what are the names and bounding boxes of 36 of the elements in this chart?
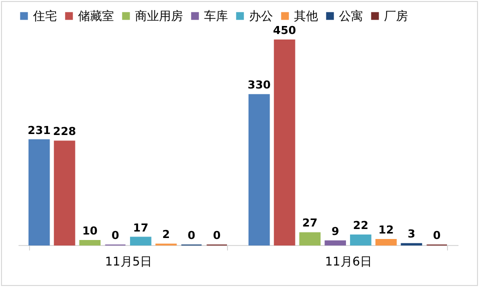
bar bbox=[28, 139, 50, 246]
data-label: 3 bbox=[408, 228, 416, 241]
data-label: 9 bbox=[331, 224, 340, 238]
legend-label: 住宅 bbox=[32, 9, 57, 23]
data-label: 231 bbox=[28, 124, 51, 137]
legend-label: 厂房 bbox=[384, 9, 408, 23]
x-tick-label: 11月5日 bbox=[105, 254, 152, 268]
bar bbox=[350, 234, 372, 246]
data-label: 0 bbox=[213, 229, 222, 242]
data-label: 0 bbox=[111, 229, 120, 242]
bar bbox=[274, 40, 296, 246]
data-label: 12 bbox=[378, 224, 394, 237]
data-label: 228 bbox=[53, 125, 76, 138]
legend-label: 车库 bbox=[204, 9, 228, 23]
data-label: 27 bbox=[302, 216, 318, 230]
legend-label: 储藏室 bbox=[78, 9, 114, 23]
bar bbox=[324, 240, 346, 246]
data-label: 22 bbox=[353, 218, 368, 232]
bar bbox=[130, 236, 152, 246]
data-label: 0 bbox=[433, 229, 442, 242]
data-label: 450 bbox=[273, 24, 296, 37]
legend-label: 办公 bbox=[249, 9, 273, 23]
data-label: 10 bbox=[82, 224, 98, 238]
bar bbox=[299, 232, 321, 246]
bar bbox=[79, 240, 101, 246]
data-label: 17 bbox=[133, 221, 148, 234]
bar bbox=[248, 94, 270, 246]
legend-label: 商业用房 bbox=[135, 9, 183, 23]
x-tick-label: 11月6日 bbox=[325, 254, 372, 268]
data-label: 0 bbox=[188, 229, 196, 242]
bar bbox=[54, 140, 76, 246]
bar bbox=[375, 239, 397, 246]
legend-label: 其他 bbox=[294, 9, 318, 23]
data-label: 330 bbox=[248, 78, 271, 92]
data-label: 2 bbox=[162, 228, 170, 242]
legend-label: 公寓 bbox=[339, 9, 363, 23]
